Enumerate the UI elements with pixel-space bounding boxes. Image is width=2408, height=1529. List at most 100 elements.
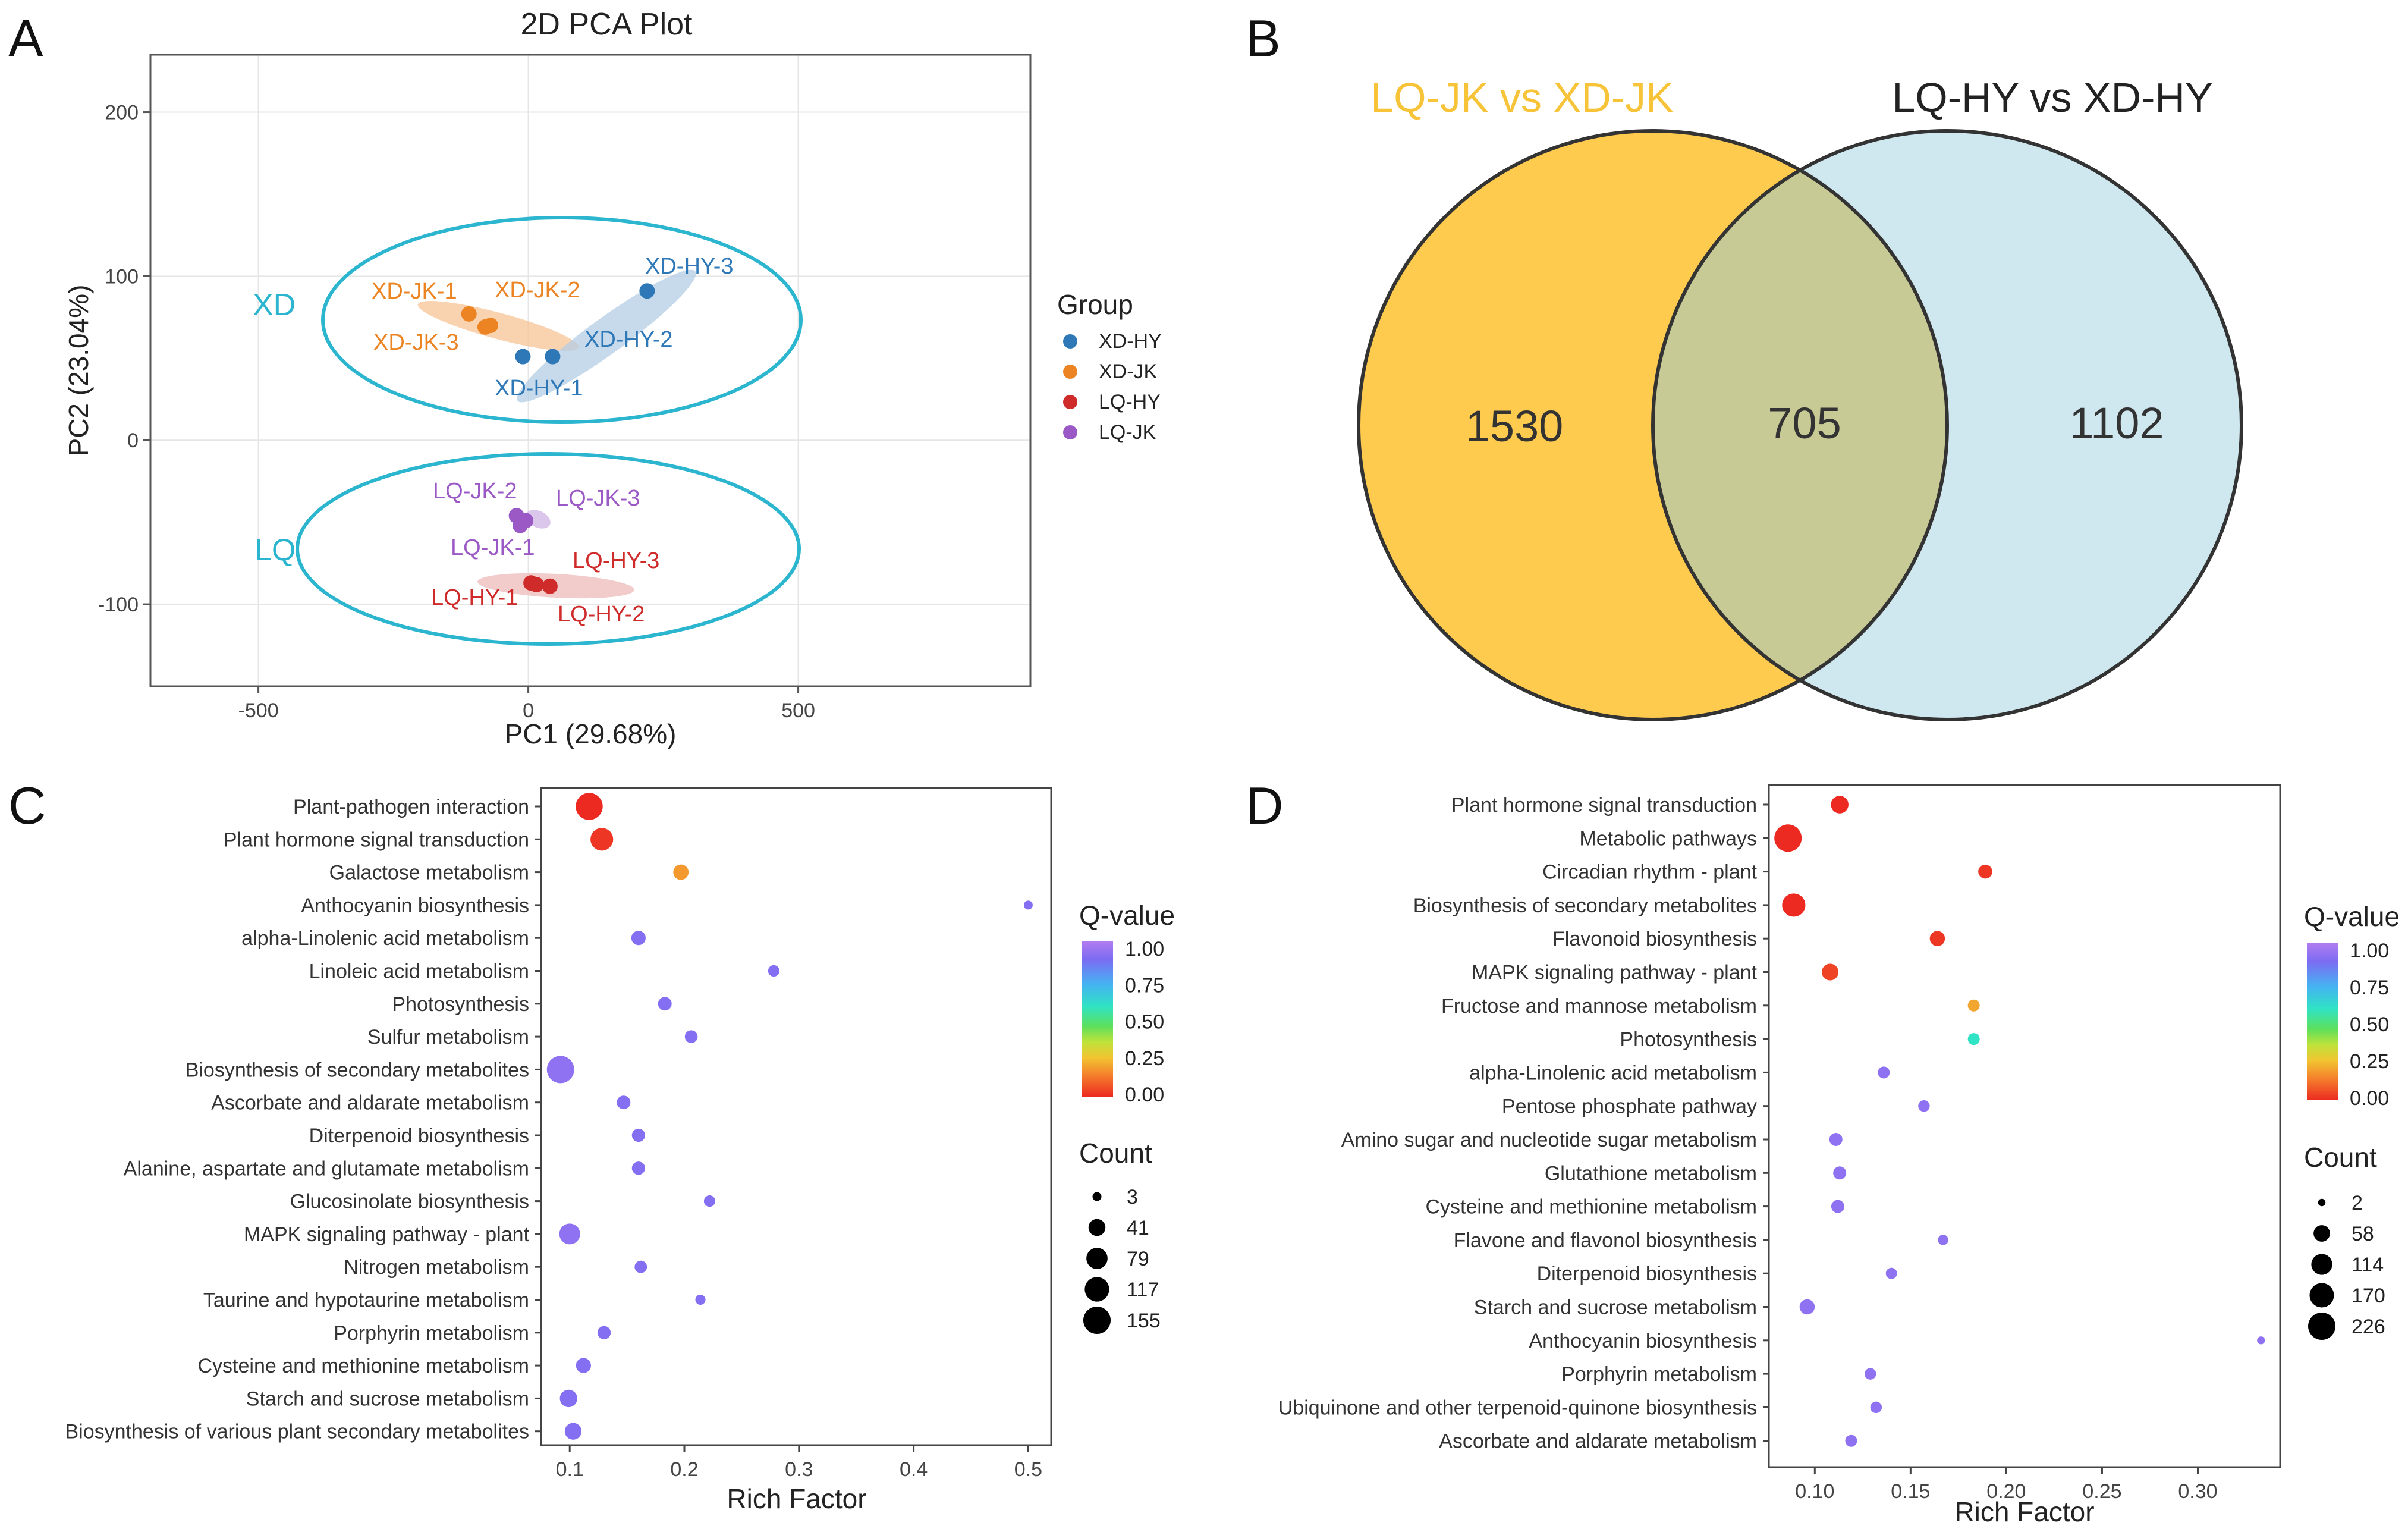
c-point-alanine-aspartate-and-glutamate-metabolism [631, 1161, 646, 1175]
d-point-mapk-signaling-pathway-plant [1822, 963, 1839, 981]
c-qvalue-tick: 0.25 [1125, 1047, 1164, 1070]
enrich-c-term-labels: Plant-pathogen interaction Plant hormone … [65, 796, 541, 1443]
venn-set-title-lq-hy: LQ-HY vs XD-HY [1892, 74, 2212, 121]
d-point-flavone-and-flavonol-biosynthesis [1938, 1235, 1948, 1245]
enrich-c-qvalue-title: Q-value [1079, 900, 1175, 931]
c-count-key [1086, 1248, 1108, 1269]
c-term-label: Diterpenoid biosynthesis [309, 1125, 529, 1147]
c-term-label: Photosynthesis [392, 993, 529, 1016]
d-point-diterpenoid-biosynthesis [1885, 1267, 1897, 1279]
d-term-label: alpha-Linolenic acid metabolism [1469, 1062, 1757, 1084]
pca-legend-key-lq-jk [1063, 425, 1077, 439]
c-x-tick-label: 0.2 [670, 1458, 698, 1481]
panel-letter-b: B [1246, 9, 1281, 68]
c-point-ascorbate-and-aldarate-metabolism [617, 1095, 631, 1110]
pca-point-xd-jk-3 [477, 319, 493, 335]
c-term-label: Taurine and hypotaurine metabolism [203, 1289, 529, 1312]
enrich-c-qvalue-colorbar [1082, 941, 1113, 1097]
cluster-label-lq: LQ [254, 533, 296, 567]
d-term-label: Photosynthesis [1620, 1028, 1757, 1051]
c-qvalue-tick: 0.75 [1125, 974, 1164, 997]
pca-legend-title: Group [1057, 289, 1133, 320]
d-term-label: Biosynthesis of secondary metabolites [1413, 894, 1757, 917]
c-count-key [1083, 1307, 1111, 1334]
d-term-label: Ubiquinone and other terpenoid-quinone b… [1278, 1396, 1757, 1419]
c-term-label: Cysteine and methionine metabolism [197, 1355, 529, 1377]
label-lq-hy-2: LQ-HY-2 [558, 602, 645, 627]
c-point-diterpenoid-biosynthesis [631, 1128, 646, 1142]
venn-count-lq-hy-only: 1102 [2069, 398, 2164, 448]
pca-legend-label-xd-hy: XD-HY [1099, 330, 1162, 353]
d-point-metabolic-pathways [1774, 824, 1802, 852]
label-xd-hy-1: XD-HY-1 [495, 376, 583, 401]
pca-legend: Group XD-HY XD-JK LQ-HY LQ-JK [1057, 289, 1162, 444]
c-point-plant-hormone-signal-transduction [590, 828, 614, 851]
c-term-label: Plant hormone signal transduction [224, 828, 529, 851]
enrich-c-x-ticks: 0.1 0.2 0.3 0.4 0.5 [556, 1445, 1042, 1481]
pca-point-labels: XD-JK-1 XD-JK-2 XD-JK-3 XD-HY-1 XD-HY-2 … [372, 254, 734, 627]
c-term-label: Alanine, aspartate and glutamate metabol… [124, 1157, 529, 1180]
d-qvalue-tick: 0.50 [2350, 1013, 2389, 1036]
pca-point-xd-hy-1 [515, 349, 531, 365]
enrich-c-plot-border [540, 787, 1052, 1446]
c-term-label: MAPK signaling pathway - plant [244, 1223, 530, 1246]
c-count-value: 155 [1127, 1310, 1161, 1332]
c-point-sulfur-metabolism [684, 1030, 698, 1043]
venn-diagram: LQ-JK vs XD-JK LQ-HY vs XD-HY 1530 705 1… [1357, 74, 2243, 721]
c-count-key [1088, 1219, 1106, 1236]
pca-point-lq-hy-2 [542, 578, 558, 594]
pca-axis-ticks: -500 0 500 -100 0 100 200 [98, 102, 815, 722]
d-term-label: MAPK signaling pathway - plant [1472, 962, 1758, 984]
d-term-label: Circadian rhythm - plant [1542, 861, 1757, 884]
pca-legend-key-lq-hy [1063, 395, 1077, 409]
pca-x-tick-label: 0 [523, 699, 534, 722]
venn-intersection [1653, 131, 1947, 720]
c-point-alpha-linolenic-acid-metabolism [631, 931, 646, 946]
d-qvalue-tick: 1.00 [2350, 940, 2389, 962]
d-point-circadian-rhythm-plant [1978, 864, 1992, 879]
c-x-tick-label: 0.4 [900, 1458, 928, 1481]
c-qvalue-tick: 0.00 [1125, 1084, 1164, 1106]
label-xd-jk-2: XD-JK-2 [495, 278, 580, 303]
d-term-label: Anthocyanin biosynthesis [1529, 1330, 1757, 1352]
d-term-label: Metabolic pathways [1579, 827, 1757, 850]
pca-x-axis-label: PC1 (29.68%) [505, 718, 677, 749]
pca-plot-border [149, 54, 1032, 687]
d-x-tick-label: 0.25 [2082, 1480, 2121, 1503]
venn-count-lq-jk-only: 1530 [1466, 401, 1564, 451]
c-term-label: Ascorbate and aldarate metabolism [211, 1092, 529, 1114]
d-term-label: Fructose and mannose metabolism [1441, 995, 1757, 1018]
c-term-label: Porphyrin metabolism [334, 1322, 529, 1345]
enrich-d-x-ticks: 0.10 0.15 0.20 0.25 0.30 [1795, 1467, 2218, 1503]
d-point-plant-hormone-signal-transduction [1831, 796, 1849, 814]
c-point-plant-pathogen-interaction [576, 793, 603, 820]
d-count-key [2309, 1283, 2334, 1308]
pca-chart: 2D PCA Plot -500 0 500 -100 0 100 200 XD LQ XD… [63, 7, 1162, 749]
label-lq-hy-1: LQ-HY-1 [431, 585, 518, 610]
pca-y-tick-label: -100 [98, 594, 139, 616]
pca-point-xd-hy-3 [639, 283, 655, 299]
enrich-d-points [1774, 796, 2265, 1447]
pca-x-tick-label: -500 [238, 699, 279, 722]
label-lq-jk-3: LQ-JK-3 [556, 486, 640, 511]
c-count-value: 117 [1127, 1279, 1159, 1301]
d-term-label: Amino sugar and nucleotide sugar metabol… [1341, 1129, 1757, 1151]
d-point-alpha-linolenic-acid-metabolism [1878, 1066, 1890, 1079]
c-term-label: Anthocyanin biosynthesis [301, 894, 529, 917]
enrich-d-qvalue-colorbar [2307, 943, 2338, 1100]
d-point-fructose-and-mannose-metabolism [1967, 999, 1980, 1012]
d-qvalue-tick: 0.75 [2350, 977, 2389, 999]
c-count-key [1084, 1277, 1109, 1302]
label-lq-jk-2: LQ-JK-2 [433, 479, 517, 504]
enrich-c-x-axis-label: Rich Factor [727, 1483, 866, 1514]
c-term-label: Biosynthesis of various plant secondary … [65, 1421, 529, 1443]
ellipse-xd-jk [417, 300, 579, 351]
d-point-cysteine-and-methionine-metabolism [1831, 1200, 1844, 1213]
c-point-cysteine-and-methionine-metabolism [576, 1358, 591, 1373]
d-point-amino-sugar-and-nucleotide-sugar-metabolism [1829, 1132, 1843, 1147]
d-term-label: Pentose phosphate pathway [1502, 1095, 1757, 1118]
venn-outline-lq-hy [1651, 129, 2243, 721]
d-term-label: Flavonoid biosynthesis [1552, 928, 1757, 950]
d-point-flavonoid-biosynthesis [1929, 931, 1945, 946]
